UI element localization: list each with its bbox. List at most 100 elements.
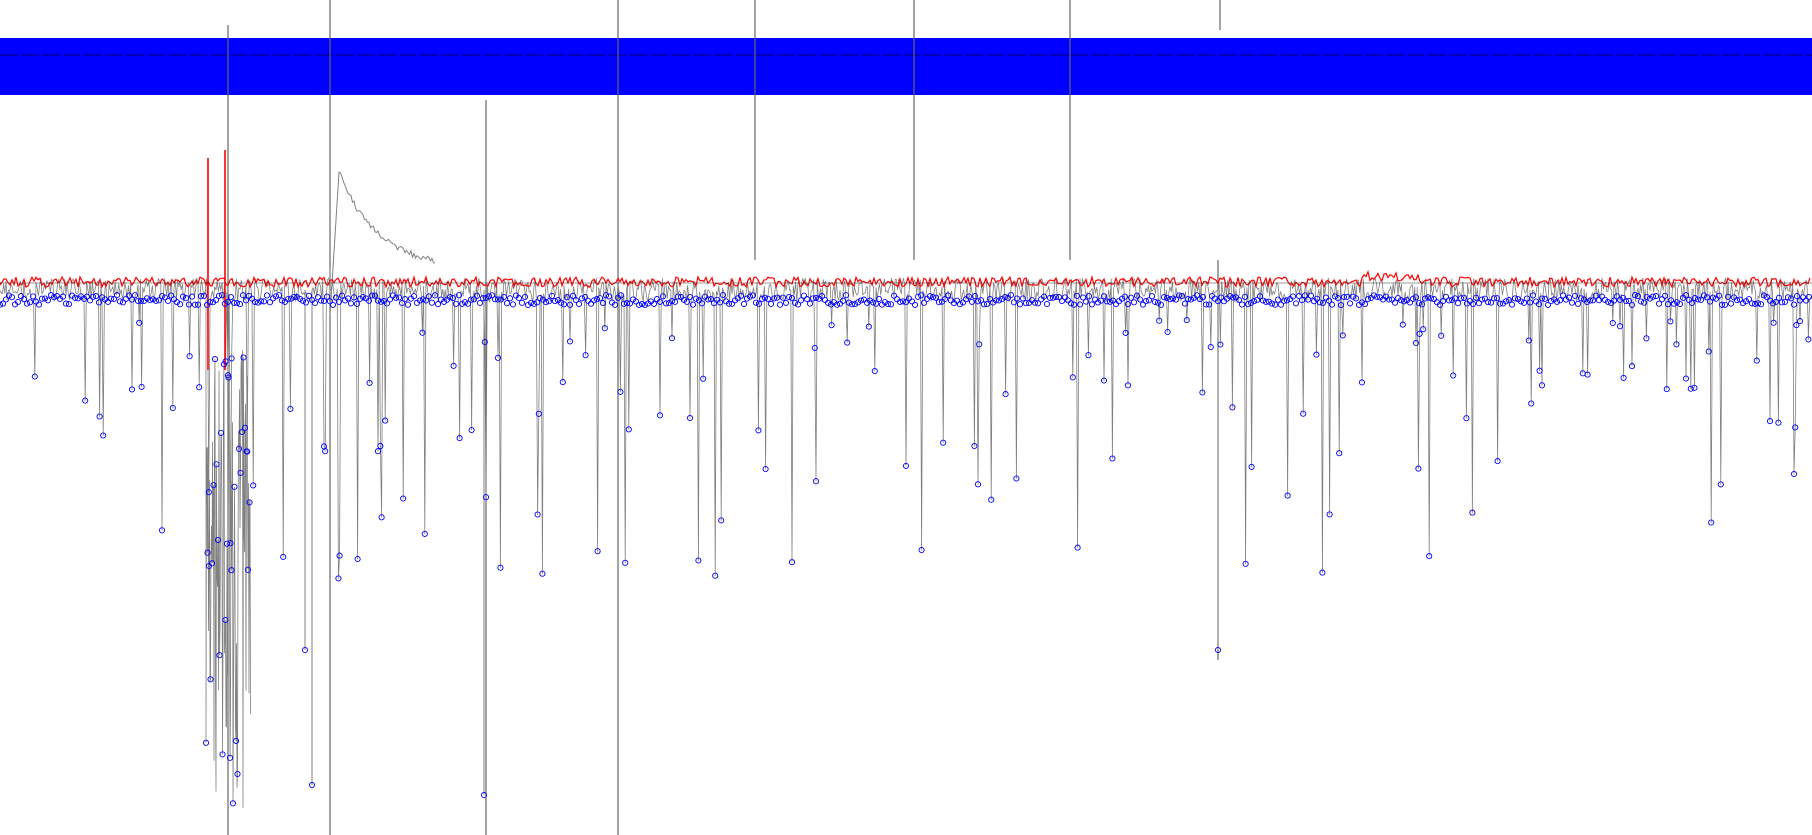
event-marker-637 <box>450 362 457 369</box>
event-marker-576 <box>1724 293 1732 300</box>
event-marker-40 <box>116 298 124 305</box>
event-marker-507 <box>1517 298 1525 305</box>
event-marker-443 <box>1325 297 1333 304</box>
event-marker-700 <box>1326 511 1333 518</box>
event-marker-98 <box>290 293 298 300</box>
event-marker-372 <box>1112 301 1120 308</box>
event-marker-517 <box>1547 298 1555 305</box>
event-marker-310 <box>926 293 934 300</box>
event-marker-750 <box>211 356 219 363</box>
event-marker-745 <box>204 549 211 556</box>
event-marker-232 <box>692 295 700 302</box>
event-marker-464 <box>1388 296 1396 303</box>
event-marker-504 <box>1508 301 1516 308</box>
event-marker-304 <box>908 298 916 305</box>
event-marker-441 <box>1319 299 1327 306</box>
event-marker-487 <box>1457 295 1465 302</box>
event-marker-695 <box>1248 463 1255 470</box>
event-marker-0 <box>0 301 4 308</box>
event-marker-258 <box>770 295 778 302</box>
event-marker-403 <box>1205 301 1213 308</box>
event-marker-473 <box>1415 300 1423 307</box>
event-marker-82 <box>242 297 250 304</box>
event-marker-267 <box>797 297 805 304</box>
event-marker-662 <box>755 427 762 434</box>
event-marker-442 <box>1322 294 1330 301</box>
event-marker-485 <box>1451 295 1459 302</box>
event-marker-191 <box>569 292 577 299</box>
event-marker-678 <box>1002 391 1009 398</box>
event-marker-135 <box>401 296 409 303</box>
event-marker-305 <box>911 301 919 308</box>
event-marker-301 <box>899 298 907 305</box>
event-marker-604 <box>31 373 38 380</box>
event-marker-702 <box>1339 332 1346 339</box>
event-marker-579 <box>1733 297 1741 304</box>
event-marker-648 <box>566 338 574 345</box>
event-marker-523 <box>1565 294 1573 301</box>
event-marker-383 <box>1145 297 1153 304</box>
event-marker-446 <box>1334 295 1342 302</box>
event-marker-641 <box>482 494 490 501</box>
event-marker-633 <box>382 417 389 424</box>
event-marker-334 <box>998 296 1006 303</box>
event-marker-179 <box>533 299 541 306</box>
event-marker-758 <box>223 540 231 547</box>
event-marker-339 <box>1013 295 1021 302</box>
event-marker-46 <box>134 297 142 305</box>
event-marker-25 <box>71 294 79 301</box>
event-marker-164 <box>488 292 496 299</box>
event-marker-642 <box>494 354 502 361</box>
event-marker-615 <box>205 489 212 496</box>
event-marker-60 <box>176 301 184 308</box>
event-marker-647 <box>559 379 566 386</box>
event-marker-707 <box>1416 330 1423 337</box>
event-marker-748 <box>208 560 216 567</box>
event-marker-1 <box>0 300 7 307</box>
event-marker-499 <box>1493 295 1501 302</box>
event-marker-567 <box>1697 296 1705 303</box>
event-marker-435 <box>1301 292 1309 299</box>
event-marker-440 <box>1316 299 1324 306</box>
event-marker-43 <box>125 292 133 299</box>
event-marker-51 <box>149 296 157 303</box>
event-marker-670 <box>871 367 878 375</box>
event-marker-8 <box>20 296 28 303</box>
event-marker-338 <box>1010 299 1018 306</box>
event-marker-681 <box>1074 544 1081 551</box>
event-marker-436 <box>1304 296 1312 303</box>
event-marker-236 <box>704 296 712 303</box>
event-marker-486 <box>1454 300 1462 307</box>
event-marker-674 <box>971 442 978 450</box>
event-marker-168 <box>500 293 508 301</box>
event-marker-50 <box>146 297 154 304</box>
event-marker-342 <box>1022 300 1030 307</box>
event-marker-553 <box>1655 300 1663 307</box>
event-marker-326 <box>974 298 982 305</box>
event-marker-352 <box>1052 293 1060 300</box>
event-marker-55 <box>161 294 169 301</box>
event-marker-743 <box>1805 336 1812 343</box>
event-marker-558 <box>1670 300 1678 307</box>
event-marker-174 <box>518 299 526 306</box>
event-marker-120 <box>356 295 364 302</box>
event-marker-369 <box>1103 298 1111 305</box>
event-marker-327 <box>977 297 985 304</box>
event-marker-362 <box>1082 298 1090 305</box>
event-marker-378 <box>1130 299 1138 306</box>
event-marker-346 <box>1034 300 1042 307</box>
event-marker-17 <box>47 292 55 299</box>
event-marker-329 <box>983 301 991 308</box>
event-marker-241 <box>719 291 727 299</box>
event-marker-584 <box>1748 300 1756 307</box>
event-marker-319 <box>953 297 961 304</box>
event-marker-527 <box>1577 295 1585 302</box>
event-marker-84 <box>248 295 256 302</box>
event-marker-775 <box>480 791 488 799</box>
event-marker-212 <box>632 298 640 305</box>
event-marker-425 <box>1271 301 1279 308</box>
event-marker-516 <box>1544 301 1552 308</box>
event-marker-415 <box>1241 293 1249 300</box>
event-marker-134 <box>398 299 406 307</box>
event-marker-717 <box>1536 367 1543 374</box>
